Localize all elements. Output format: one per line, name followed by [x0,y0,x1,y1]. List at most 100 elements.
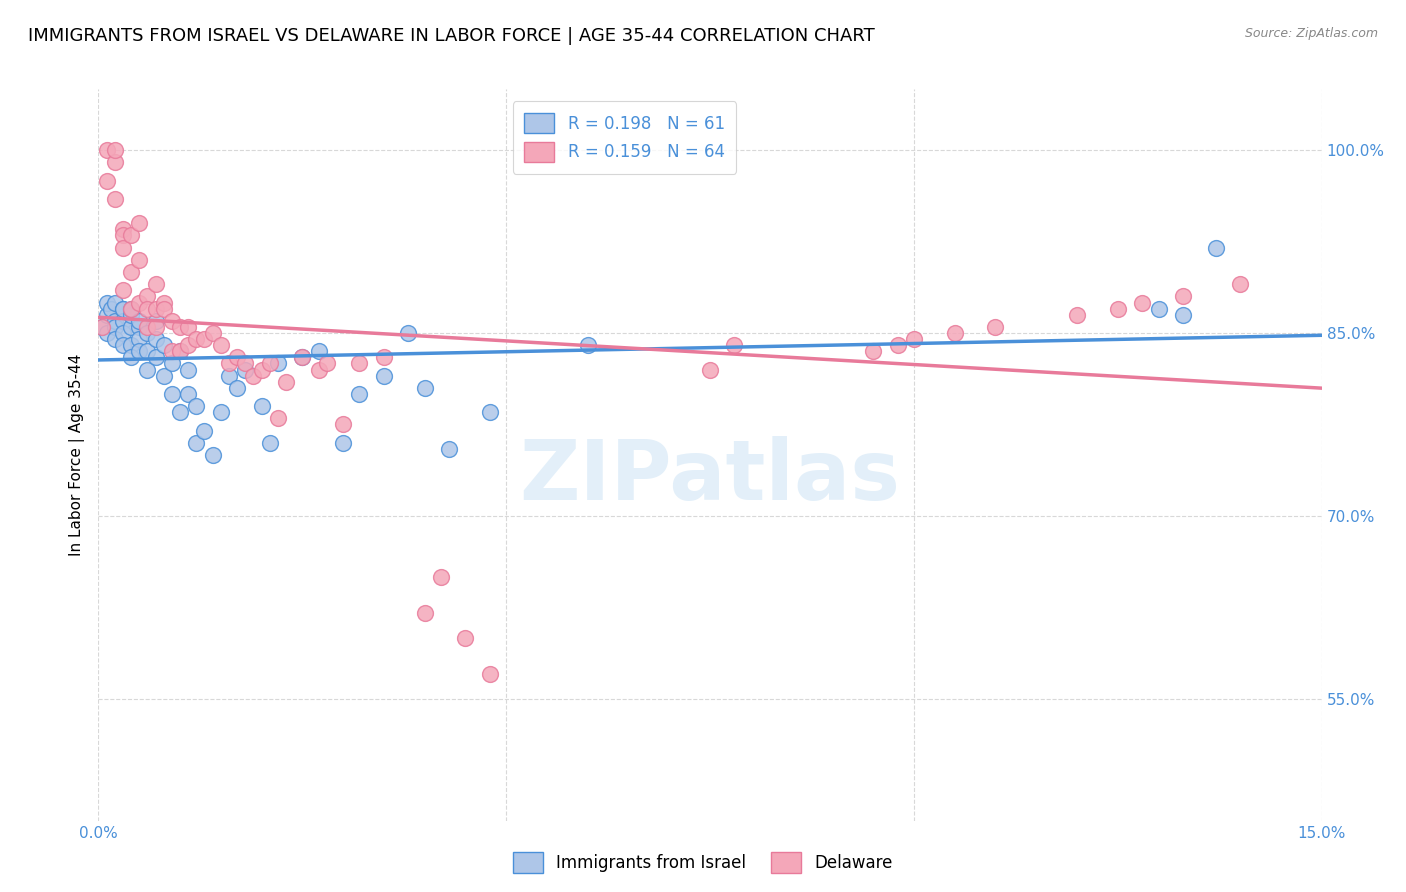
Point [201,448,224,462]
Point [111,314,134,328]
Point [576,338,599,352]
Point [437,442,460,456]
Point [233,357,256,371]
Point [209,338,232,352]
Legend: R = 0.198   N = 61, R = 0.159   N = 64: R = 0.198 N = 61, R = 0.159 N = 64 [513,101,737,174]
Point [218,357,240,371]
Point [1171,289,1194,303]
Point [177,338,200,352]
Point [104,192,127,206]
Point [454,631,477,645]
Point [128,216,150,230]
Point [903,332,925,346]
Point [413,607,436,621]
Point [136,320,159,334]
Point [209,405,232,419]
Point [111,326,134,340]
Point [193,424,215,438]
Point [145,351,167,365]
Point [145,320,167,334]
Point [226,351,249,365]
Point [111,284,134,298]
Point [128,314,150,328]
Point [152,301,174,316]
Point [186,435,208,450]
Point [233,362,256,376]
Point [332,435,354,450]
Point [984,320,1007,334]
Point [723,338,745,352]
Point [128,252,150,267]
Point [160,314,183,328]
Point [136,289,159,303]
Point [111,301,134,316]
Text: Source: ZipAtlas.com: Source: ZipAtlas.com [1244,27,1378,40]
Point [104,155,127,169]
Point [136,344,159,359]
Point [1171,308,1194,322]
Point [308,344,330,359]
Point [169,405,191,419]
Point [120,228,142,243]
Point [100,301,122,316]
Point [111,301,134,316]
Point [104,143,127,157]
Point [91,320,114,334]
Point [128,332,150,346]
Point [152,368,174,383]
Point [332,417,354,432]
Point [259,357,281,371]
Point [226,381,249,395]
Point [145,314,167,328]
Point [250,399,273,413]
Point [430,570,453,584]
Point [1147,301,1170,316]
Point [250,362,273,376]
Point [259,435,281,450]
Point [111,241,134,255]
Point [111,228,134,243]
Point [242,368,264,383]
Point [160,357,183,371]
Point [186,399,208,413]
Point [291,351,314,365]
Point [111,222,134,236]
Point [96,143,118,157]
Point [1066,308,1088,322]
Point [1205,241,1227,255]
Point [120,351,142,365]
Point [315,357,337,371]
Point [1229,277,1251,292]
Point [177,320,200,334]
Point [160,387,183,401]
Point [308,362,330,376]
Point [96,308,118,322]
Point [104,320,127,334]
Point [413,381,436,395]
Point [699,362,721,376]
Point [373,368,395,383]
Legend: Immigrants from Israel, Delaware: Immigrants from Israel, Delaware [506,846,900,880]
Point [128,344,150,359]
Point [120,301,142,316]
Point [218,368,240,383]
Point [120,265,142,279]
Point [136,362,159,376]
Point [267,411,290,425]
Point [373,351,395,365]
Point [186,332,208,346]
Point [349,357,371,371]
Text: ZIPatlas: ZIPatlas [520,436,900,517]
Point [267,357,290,371]
Point [128,320,150,334]
Point [120,301,142,316]
Point [128,295,150,310]
Point [104,314,127,328]
Y-axis label: In Labor Force | Age 35-44: In Labor Force | Age 35-44 [69,354,84,556]
Point [96,174,118,188]
Point [96,326,118,340]
Point [1130,295,1153,310]
Point [145,332,167,346]
Point [104,332,127,346]
Point [478,667,501,681]
